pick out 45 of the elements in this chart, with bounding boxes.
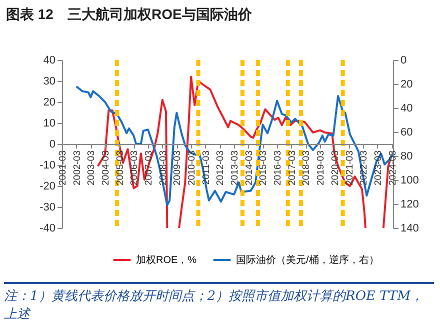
x-tick-label: 2010-03 xyxy=(186,150,198,186)
x-tick-label: 2018-03 xyxy=(301,150,312,186)
x-tick-label: 2001-03 xyxy=(58,150,68,186)
x-tick-label: 2023-03 xyxy=(372,150,384,186)
x-tick-label: 2022-03 xyxy=(358,150,370,186)
x-tick-label: 2007-03 xyxy=(144,150,155,186)
y2-tick-label: 120 xyxy=(400,198,419,210)
y2-tick-label: 60 xyxy=(400,126,413,138)
x-tick-label: 2008-03 xyxy=(158,150,169,186)
y-tick-label: -30 xyxy=(40,202,56,214)
x-tick-label: 2020-03 xyxy=(330,150,341,186)
y2-tick-label: 80 xyxy=(400,150,413,162)
x-tick-label: 2009-03 xyxy=(172,150,184,186)
x-tick-label: 2012-03 xyxy=(215,150,226,186)
x-tick-label: 2003-03 xyxy=(86,150,98,186)
x-tick-label: 2017-03 xyxy=(286,150,298,186)
y-tick-label: 30 xyxy=(43,76,56,88)
y-tick-label: 10 xyxy=(43,118,56,130)
x-tick-label: 2021-03 xyxy=(344,150,356,186)
legend-label: 国际油价（美元/桶，逆序，右） xyxy=(236,254,379,266)
y2-tick-label: 100 xyxy=(400,174,419,186)
y-tick-label: 0 xyxy=(49,138,56,150)
x-tick-label: 2011-03 xyxy=(200,150,212,185)
y2-tick-label: 20 xyxy=(400,78,413,90)
x-tick-label: 2005-03 xyxy=(114,150,126,186)
y2-tick-label: 0 xyxy=(400,54,407,66)
text: 注：1）黄线代表价格放开时间点；2）按照市值加权计算的ROE TTM，上述 xyxy=(4,288,425,324)
x-tick-label: 2014-03 xyxy=(244,150,255,186)
y-tick-label: 20 xyxy=(43,96,56,108)
x-tick-label: 2015-03 xyxy=(258,150,270,186)
y2-tick-label: 140 xyxy=(400,222,419,234)
x-tick-label: 2013-03 xyxy=(230,150,241,186)
y-tick-label: -10 xyxy=(40,160,56,172)
x-tick-label: 2016-03 xyxy=(272,150,284,186)
x-tick-label: 2002-03 xyxy=(72,150,83,186)
legend-label: 加权ROE，% xyxy=(136,254,197,266)
x-tick-label: 2004-03 xyxy=(100,150,112,186)
y-tick-label: -20 xyxy=(40,180,56,192)
x-tick-label: 2006-03 xyxy=(129,150,140,186)
chart-title: 图表 12 三大航司加权ROE与国际油价 xyxy=(6,6,253,22)
y2-tick-label: 40 xyxy=(400,102,413,114)
x-tick-label: 2024-03 xyxy=(387,150,398,186)
x-tick-label: 2019-03 xyxy=(316,150,327,186)
y-tick-label: 40 xyxy=(43,54,56,66)
y-tick-label: -40 xyxy=(40,222,56,234)
